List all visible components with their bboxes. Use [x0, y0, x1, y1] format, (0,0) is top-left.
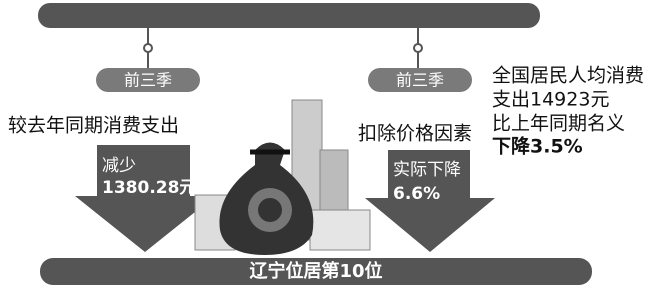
connector-dot [414, 44, 422, 52]
summary-line: 下降3.5% [492, 135, 583, 158]
pill-label: 前三季 [124, 71, 172, 90]
arrow-value: 1380.28元 [102, 178, 196, 198]
arrow [75, 145, 215, 252]
money-illustration [195, 100, 370, 255]
arrow-value: 6.6% [393, 184, 440, 204]
connector-dot [144, 44, 152, 52]
pill-label: 前三季 [396, 71, 444, 90]
caption: 较去年同期消费支出 [8, 115, 179, 137]
caption: 扣除价格因素 [358, 123, 472, 145]
summary: 全国居民人均消费 支出14923元 比上年同期名义 下降3.5% [492, 65, 644, 158]
summary-line: 支出14923元 [492, 89, 609, 111]
summary-line: 比上年同期名义 [492, 113, 625, 135]
bottom-bar-text: 辽宁位居第10位 [249, 260, 382, 282]
arrow-label: 减少 [102, 156, 136, 176]
infographic: 前三季 前三季 较去年同期消费支出 扣除价格因素 全国居民人均消费 支出1492… [0, 0, 654, 285]
summary-line: 全国居民人均消费 [492, 65, 644, 87]
top-bar [38, 3, 540, 28]
arrow-label: 实际下降 [393, 160, 461, 180]
